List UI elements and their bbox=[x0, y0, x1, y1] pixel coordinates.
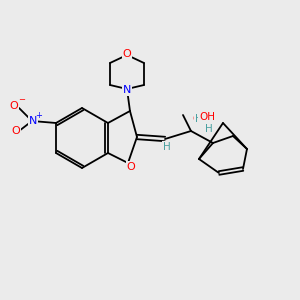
Text: −: − bbox=[19, 95, 26, 104]
Text: O: O bbox=[193, 114, 201, 124]
Text: O: O bbox=[123, 49, 131, 59]
Text: H: H bbox=[205, 124, 213, 134]
Text: N: N bbox=[29, 116, 37, 126]
Text: N: N bbox=[123, 85, 131, 95]
Text: OH: OH bbox=[199, 112, 215, 122]
Text: O: O bbox=[12, 126, 20, 136]
Text: +: + bbox=[36, 110, 43, 119]
Text: O: O bbox=[127, 162, 135, 172]
Text: H: H bbox=[195, 114, 203, 124]
Text: O: O bbox=[10, 101, 18, 111]
Text: H: H bbox=[163, 142, 171, 152]
